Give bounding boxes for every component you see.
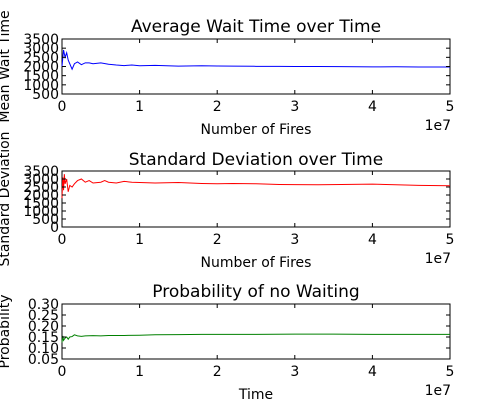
y-tick-label: 0 [50, 220, 59, 236]
y-tick-label: 2000 [23, 188, 59, 204]
y-tick-label: 3500 [23, 32, 59, 48]
x-tick-label: 1 [135, 364, 144, 380]
x-tick-label: 1 [135, 232, 144, 248]
x-tick-label: 2 [213, 232, 222, 248]
y-tick-label: 1000 [23, 204, 59, 220]
y-tick-label: 1500 [23, 196, 59, 212]
x-axis-label: Time [238, 387, 273, 400]
chart-title: Standard Deviation over Time [129, 150, 383, 170]
y-tick-label: 2500 [23, 50, 59, 66]
y-tick-label: 3000 [23, 172, 59, 188]
y-tick-label: 0.05 [28, 352, 59, 368]
x-tick-label: 0 [58, 232, 67, 248]
y-tick-label: 0.15 [28, 330, 59, 346]
y-axis-label: Standard Deviation [0, 131, 13, 266]
y-tick-label: 0.30 [28, 297, 59, 313]
x-tick-label: 4 [368, 99, 377, 115]
y-tick-label: 1000 [23, 78, 59, 94]
y-tick-label: 0.20 [28, 319, 59, 335]
series-line-1 [61, 174, 451, 199]
x-tick-label: 0 [58, 99, 67, 115]
plot-frame [61, 303, 451, 360]
chart-title: Probability of no Waiting [152, 282, 359, 302]
x-tick-label: 5 [446, 99, 455, 115]
x-tick-label: 5 [446, 364, 455, 380]
series-line-1 [61, 49, 451, 71]
y-tick-label: 1500 [23, 69, 59, 85]
plot-frame [61, 170, 451, 228]
x-tick-label: 4 [368, 232, 377, 248]
x-tick-label: 2 [213, 99, 222, 115]
y-tick-label: 500 [32, 87, 59, 103]
subplot-2: 0 1 2 3 4 50500100015002000250030003500Standa… [0, 131, 454, 271]
x-tick-label: 0 [58, 364, 67, 380]
x-offset-label: 1e7 [425, 383, 451, 399]
y-tick-label: 3500 [23, 164, 59, 180]
x-axis-label: Number of Fires [201, 255, 312, 271]
x-tick-label: 3 [290, 364, 299, 380]
y-tick-label: 0.25 [28, 308, 59, 324]
x-tick-label: 1 [135, 99, 144, 115]
y-tick-label: 2500 [23, 180, 59, 196]
x-offset-label: 1e7 [425, 118, 451, 134]
y-axis-label: Probability [0, 294, 13, 368]
x-tick-label: 2 [213, 364, 222, 380]
x-tick-label: 5 [446, 232, 455, 248]
series-line-1 [61, 333, 450, 343]
subplots-group: 0 1 2 3 4 5500100015002000250030003500Average… [0, 10, 454, 400]
chart-title: Average Wait Time over Time [131, 17, 381, 37]
x-tick-label: 4 [368, 364, 377, 380]
x-offset-label: 1e7 [425, 251, 451, 267]
y-tick-label: 3000 [23, 41, 59, 57]
y-tick-label: 2000 [23, 60, 59, 76]
x-tick-label: 3 [290, 99, 299, 115]
y-axis-label: Mean Wait Time [0, 10, 13, 122]
y-tick-label: 0.10 [28, 341, 59, 357]
y-tick-label: 500 [32, 212, 59, 228]
subplot-3: 0 1 2 3 4 5 0.050.100.150.200.250.30 Probabilit… [0, 282, 454, 400]
x-tick-label: 3 [290, 232, 299, 248]
x-axis-label: Number of Fires [201, 122, 312, 138]
